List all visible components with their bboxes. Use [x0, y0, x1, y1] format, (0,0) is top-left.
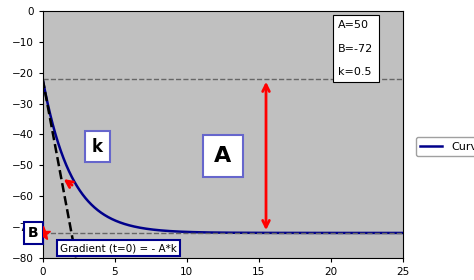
Text: A=50

B=-72

k=0.5: A=50 B=-72 k=0.5 [338, 20, 374, 77]
Text: Gradient (t=0) = - A*k: Gradient (t=0) = - A*k [60, 243, 177, 253]
Curve [58, 150, 64, 153]
Curve [40, 77, 46, 81]
Text: A: A [214, 146, 231, 166]
Curve [323, 231, 329, 235]
Legend: Curve: Curve [416, 137, 474, 156]
Curve [215, 231, 221, 234]
Text: k: k [92, 138, 103, 156]
Line: Curve: Curve [43, 79, 403, 233]
Curve [205, 231, 211, 234]
Text: B: B [27, 226, 38, 240]
Curve [390, 231, 395, 235]
Curve [390, 231, 395, 235]
Curve [400, 231, 406, 235]
